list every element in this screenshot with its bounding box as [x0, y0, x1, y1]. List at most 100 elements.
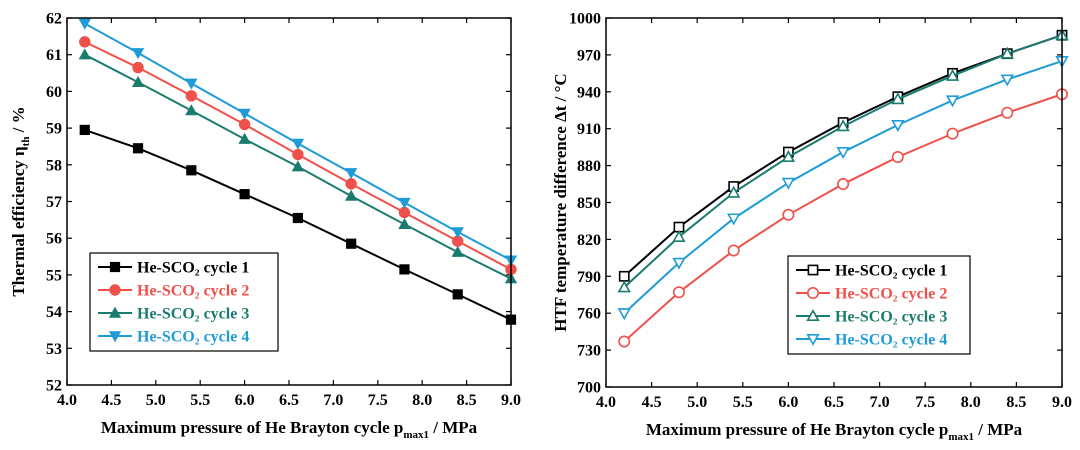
series-4-point	[131, 48, 145, 60]
series-4-point	[185, 78, 198, 90]
x-tick-label: 7.0	[323, 392, 343, 409]
series-4-point	[78, 18, 91, 30]
series-2-point	[727, 244, 740, 257]
series-4-point	[672, 257, 686, 270]
series-4-point	[727, 213, 741, 226]
series-2-point	[891, 150, 904, 163]
series-4-point	[945, 95, 960, 108]
x-tick-label: 8.5	[1006, 394, 1026, 411]
series-3-point	[451, 245, 464, 257]
series-2-point	[345, 178, 357, 190]
series-3-point	[345, 189, 358, 201]
y-tick-label: 60	[46, 84, 62, 101]
x-axis-label: Maximum pressure of He Brayton cycle pma…	[101, 418, 478, 441]
y-tick-label: 880	[577, 158, 601, 175]
series-4-point	[836, 147, 850, 160]
series-4-point	[451, 227, 464, 239]
series-3-point	[617, 280, 631, 293]
series-2	[79, 36, 517, 276]
series-3	[617, 28, 1069, 293]
series-4-point	[291, 138, 305, 150]
x-tick-label: 6.5	[279, 392, 299, 409]
legend: He-SCO₂ cycle 1 He-SCO₂ cycle 2 He-SCO₂ cy…	[787, 255, 971, 355]
series-3-point	[291, 160, 305, 172]
axis-ticks: 4.0 4.5 5.0 5.5 6.0 6.5 7.0 7.5 8.0 8.5 9.0 700 730 7…	[569, 11, 1072, 412]
x-tick-label: 8.0	[412, 392, 432, 409]
legend-label-4: He-SCO₂ cycle 4	[137, 329, 249, 346]
legend-marker-1	[109, 261, 121, 273]
series-2-point	[1001, 106, 1014, 119]
series-4-point	[781, 177, 796, 190]
y-axis-label: HTF temperature difference Δt / °C	[551, 73, 570, 331]
y-tick-label: 61	[46, 47, 62, 64]
legend-label-2: He-SCO₂ cycle 2	[835, 286, 947, 303]
x-tick-label: 5.0	[687, 394, 707, 411]
y-tick-label: 56	[46, 231, 62, 248]
series-4-point	[238, 108, 251, 120]
series-2-point	[782, 208, 795, 221]
y-tick-label: 59	[46, 121, 62, 138]
y-tick-label: 970	[577, 47, 601, 64]
legend-label-2: He-SCO₂ cycle 2	[137, 283, 249, 300]
x-tick-label: 4.5	[642, 394, 662, 411]
series-3-point	[891, 92, 905, 105]
legend-marker-3	[108, 306, 122, 318]
x-tick-label: 6.5	[824, 394, 844, 411]
series-3	[78, 48, 518, 284]
legend-box	[89, 252, 279, 352]
y-tick-label: 58	[46, 157, 62, 174]
series-4-point	[617, 308, 631, 321]
y-tick-label: 54	[46, 304, 62, 321]
series-4-point	[1000, 74, 1014, 87]
series-1-point	[618, 270, 630, 282]
thermal-efficiency-chart: 4.0 4.5 5.0 5.5 6.0 6.5 7.0 7.5 8.0 8.5 9.0 52 53 54 5…	[9, 11, 521, 442]
series-2-point	[946, 127, 959, 140]
legend-marker-3	[806, 309, 820, 322]
x-tick-label: 6.0	[235, 392, 255, 409]
y-tick-label: 910	[577, 121, 601, 138]
series-3-point	[945, 68, 960, 81]
x-tick-label: 6.0	[778, 394, 798, 411]
axis-ticks: 4.0 4.5 5.0 5.5 6.0 6.5 7.0 7.5 8.0 8.5 9.0 52 53 54 5…	[46, 11, 521, 410]
series-3-point	[781, 150, 796, 163]
x-tick-label: 7.5	[368, 392, 388, 409]
plot-frame	[605, 17, 1063, 388]
series-2	[618, 88, 1069, 348]
series-3-point	[727, 185, 741, 198]
series-1-point	[239, 189, 250, 200]
legend-label-1: He-SCO₂ cycle 1	[137, 260, 249, 277]
x-tick-label: 9.0	[501, 392, 521, 409]
y-tick-label: 53	[46, 341, 62, 358]
series-2-point	[672, 286, 685, 299]
series-3-point	[836, 119, 850, 132]
legend-marker-4	[806, 333, 820, 346]
legend: He-SCO₂ cycle 1 He-SCO₂ cycle 2 He-SCO₂ cy…	[89, 252, 279, 352]
y-tick-label: 820	[577, 232, 601, 249]
series-1-point	[452, 289, 463, 300]
series-3-point	[672, 230, 686, 242]
x-tick-label: 8.5	[457, 392, 477, 409]
legend-marker-2	[806, 286, 819, 299]
series-2-point	[837, 178, 850, 191]
series-1-point	[399, 264, 410, 275]
series-4-point	[345, 168, 358, 180]
htf-temperature-difference-chart: 4.0 4.5 5.0 5.5 6.0 6.5 7.0 7.5 8.0 8.5 9.0 700 730 7…	[551, 11, 1072, 444]
series-2-point	[292, 148, 304, 161]
y-tick-label: 730	[577, 343, 601, 360]
series-1-point	[132, 143, 144, 154]
series-1-point	[346, 238, 357, 249]
series-3-point	[78, 48, 91, 60]
series-2-point	[618, 335, 631, 348]
x-tick-label: 7.5	[915, 394, 935, 411]
legend-label-3: He-SCO₂ cycle 3	[835, 309, 947, 326]
series-1-point	[186, 165, 197, 176]
series-3-point	[1000, 46, 1014, 59]
legend-marker-1	[807, 264, 819, 276]
y-tick-label: 850	[577, 195, 601, 212]
series-2-point	[185, 90, 198, 102]
x-tick-label: 5.0	[146, 392, 166, 409]
y-tick-label: 1000	[569, 11, 601, 28]
legend-label-4: He-SCO₂ cycle 4	[835, 332, 947, 349]
x-tick-label: 5.5	[190, 392, 210, 409]
